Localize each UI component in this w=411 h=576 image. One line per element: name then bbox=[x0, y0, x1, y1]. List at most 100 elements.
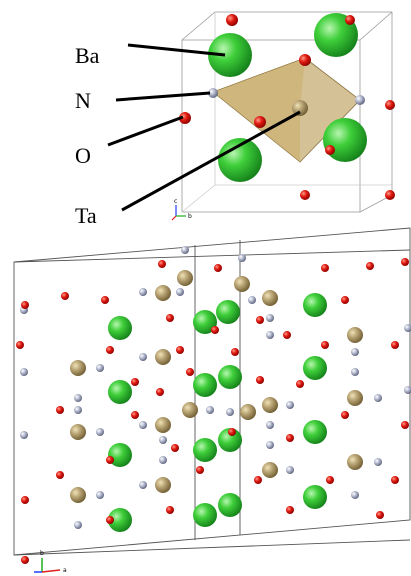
o-atom bbox=[106, 346, 114, 354]
o-atom bbox=[300, 190, 310, 200]
o-atom bbox=[176, 346, 184, 354]
o-atom bbox=[56, 406, 64, 414]
ba-atom bbox=[108, 316, 132, 340]
ba-atom bbox=[218, 493, 242, 517]
o-atom bbox=[385, 190, 395, 200]
o-atom bbox=[101, 296, 109, 304]
n-atom bbox=[206, 406, 214, 414]
ba-atom bbox=[108, 380, 132, 404]
n-atom bbox=[159, 436, 167, 444]
o-atom bbox=[321, 341, 329, 349]
ta-atom bbox=[155, 417, 171, 433]
o-atom bbox=[166, 314, 174, 322]
o-atom bbox=[196, 466, 204, 474]
n-atom bbox=[20, 368, 28, 376]
ta-atom bbox=[240, 404, 256, 420]
n-atom bbox=[351, 348, 359, 356]
o-atom bbox=[214, 264, 222, 272]
cell-edge bbox=[182, 185, 215, 212]
n-atom bbox=[139, 421, 147, 429]
pointer bbox=[122, 112, 300, 210]
atom-label: Ba bbox=[75, 43, 100, 68]
ba-atom bbox=[193, 503, 217, 527]
ba-atom bbox=[303, 293, 327, 317]
n-atom bbox=[374, 458, 382, 466]
o-atom bbox=[171, 444, 179, 452]
o-atom bbox=[283, 331, 291, 339]
o-atom bbox=[156, 388, 164, 396]
o-atom bbox=[131, 411, 139, 419]
o-atom bbox=[211, 326, 219, 334]
axis-label: a bbox=[63, 567, 67, 574]
ba-atom bbox=[216, 300, 240, 324]
n-atom bbox=[226, 408, 234, 416]
n-atom bbox=[351, 368, 359, 376]
o-atom bbox=[385, 100, 395, 110]
n-atom bbox=[139, 353, 147, 361]
ta-atom bbox=[70, 360, 86, 376]
o-atom bbox=[106, 516, 114, 524]
o-atom bbox=[286, 434, 294, 442]
ta-atom bbox=[347, 327, 363, 343]
n-atom bbox=[374, 394, 382, 402]
o-atom bbox=[286, 506, 294, 514]
n-atom bbox=[176, 288, 184, 296]
o-atom bbox=[256, 316, 264, 324]
ba-atom bbox=[193, 438, 217, 462]
n-atom bbox=[181, 246, 189, 254]
o-atom bbox=[106, 456, 114, 464]
ta-atom bbox=[347, 454, 363, 470]
ta-atom bbox=[262, 462, 278, 478]
o-atom bbox=[296, 380, 304, 388]
n-atom bbox=[404, 324, 411, 332]
o-atom bbox=[321, 264, 329, 272]
n-atom bbox=[266, 331, 274, 339]
o-atom bbox=[325, 145, 335, 155]
o-atom bbox=[16, 341, 24, 349]
ta-atom bbox=[262, 397, 278, 413]
n-atom bbox=[351, 491, 359, 499]
atom-label: O bbox=[75, 143, 91, 168]
n-atom bbox=[159, 456, 167, 464]
o-atom bbox=[299, 54, 311, 66]
o-atom bbox=[56, 471, 64, 479]
o-atom bbox=[326, 476, 334, 484]
o-atom bbox=[341, 411, 349, 419]
cell-edge bbox=[14, 250, 410, 262]
ba-atom bbox=[218, 365, 242, 389]
o-atom bbox=[21, 496, 29, 504]
n-atom bbox=[96, 428, 104, 436]
n-atom bbox=[355, 95, 365, 105]
n-atom bbox=[286, 401, 294, 409]
axis-arrow bbox=[42, 570, 60, 572]
axis-label: b bbox=[40, 550, 44, 557]
ta-atom bbox=[155, 477, 171, 493]
o-atom bbox=[366, 262, 374, 270]
structure-figure: Ba N O Ta c b b a bbox=[0, 0, 411, 576]
o-atom bbox=[254, 476, 262, 484]
n-atom bbox=[266, 421, 274, 429]
o-atom bbox=[21, 301, 29, 309]
o-atom bbox=[166, 506, 174, 514]
n-atom bbox=[286, 466, 294, 474]
cell-edge bbox=[14, 540, 410, 555]
n-atom bbox=[74, 521, 82, 529]
o-atom bbox=[231, 348, 239, 356]
n-atom bbox=[404, 386, 411, 394]
o-atom bbox=[256, 376, 264, 384]
axis-label: b bbox=[188, 213, 192, 220]
ta-atom bbox=[155, 349, 171, 365]
ba-atom bbox=[303, 420, 327, 444]
o-atom bbox=[21, 556, 29, 564]
n-atom bbox=[248, 296, 256, 304]
n-atom bbox=[96, 364, 104, 372]
o-atom bbox=[401, 421, 409, 429]
ta-atom bbox=[182, 402, 198, 418]
n-atom bbox=[74, 406, 82, 414]
ta-atom bbox=[177, 270, 193, 286]
n-atom bbox=[266, 441, 274, 449]
n-atom bbox=[74, 394, 82, 402]
ba-atom bbox=[323, 118, 367, 162]
ba-atom bbox=[303, 485, 327, 509]
o-atom bbox=[391, 476, 399, 484]
